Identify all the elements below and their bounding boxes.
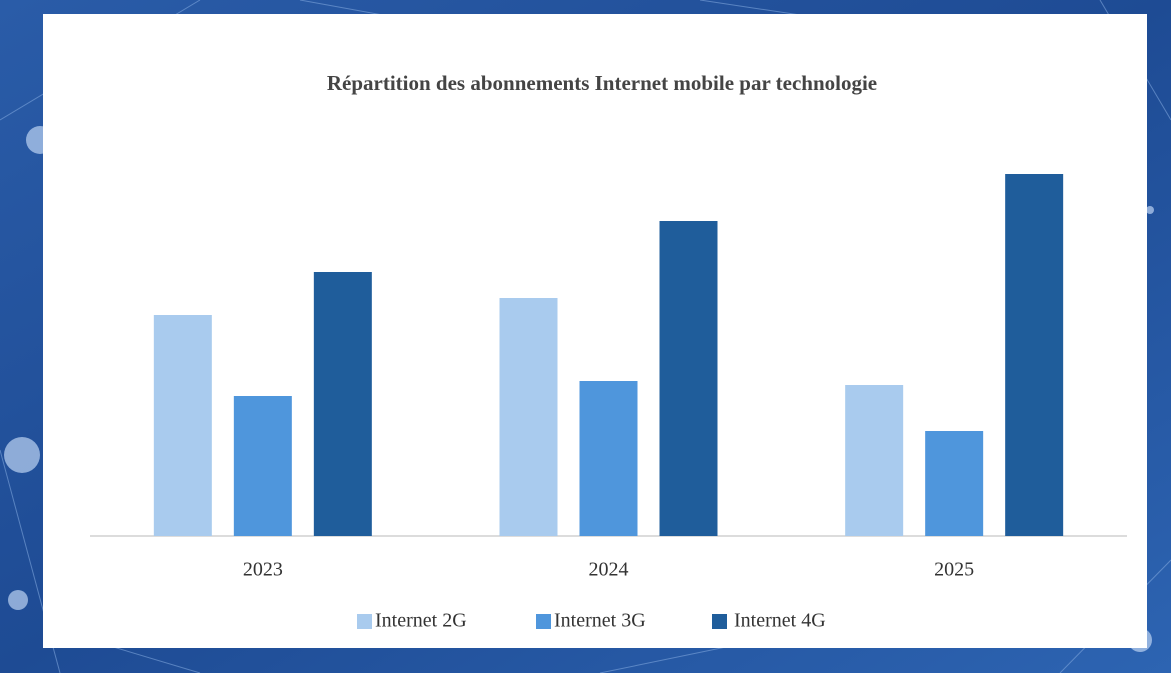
bar: [154, 315, 212, 536]
bar: [234, 396, 292, 536]
chart-title: Répartition des abonnements Internet mob…: [327, 71, 877, 95]
bar: [314, 272, 372, 536]
x-tick-label: 2025: [934, 559, 974, 581]
bar: [660, 221, 718, 536]
bar: [925, 431, 983, 536]
bar: [580, 381, 638, 536]
legend-swatch: [357, 614, 372, 629]
legend-swatch: [712, 614, 727, 629]
x-tick-label: 2023: [243, 559, 283, 581]
screenshot: Répartition des abonnements Internet mob…: [0, 0, 1171, 673]
bar: [845, 385, 903, 536]
legend-label: Internet 4G: [734, 610, 826, 632]
bar: [1005, 174, 1063, 536]
x-tick-label: 2024: [589, 559, 629, 581]
bar: [500, 298, 558, 536]
legend-label: Internet 2G: [375, 610, 467, 632]
legend-label: Internet 3G: [554, 610, 646, 632]
legend-swatch: [536, 614, 551, 629]
